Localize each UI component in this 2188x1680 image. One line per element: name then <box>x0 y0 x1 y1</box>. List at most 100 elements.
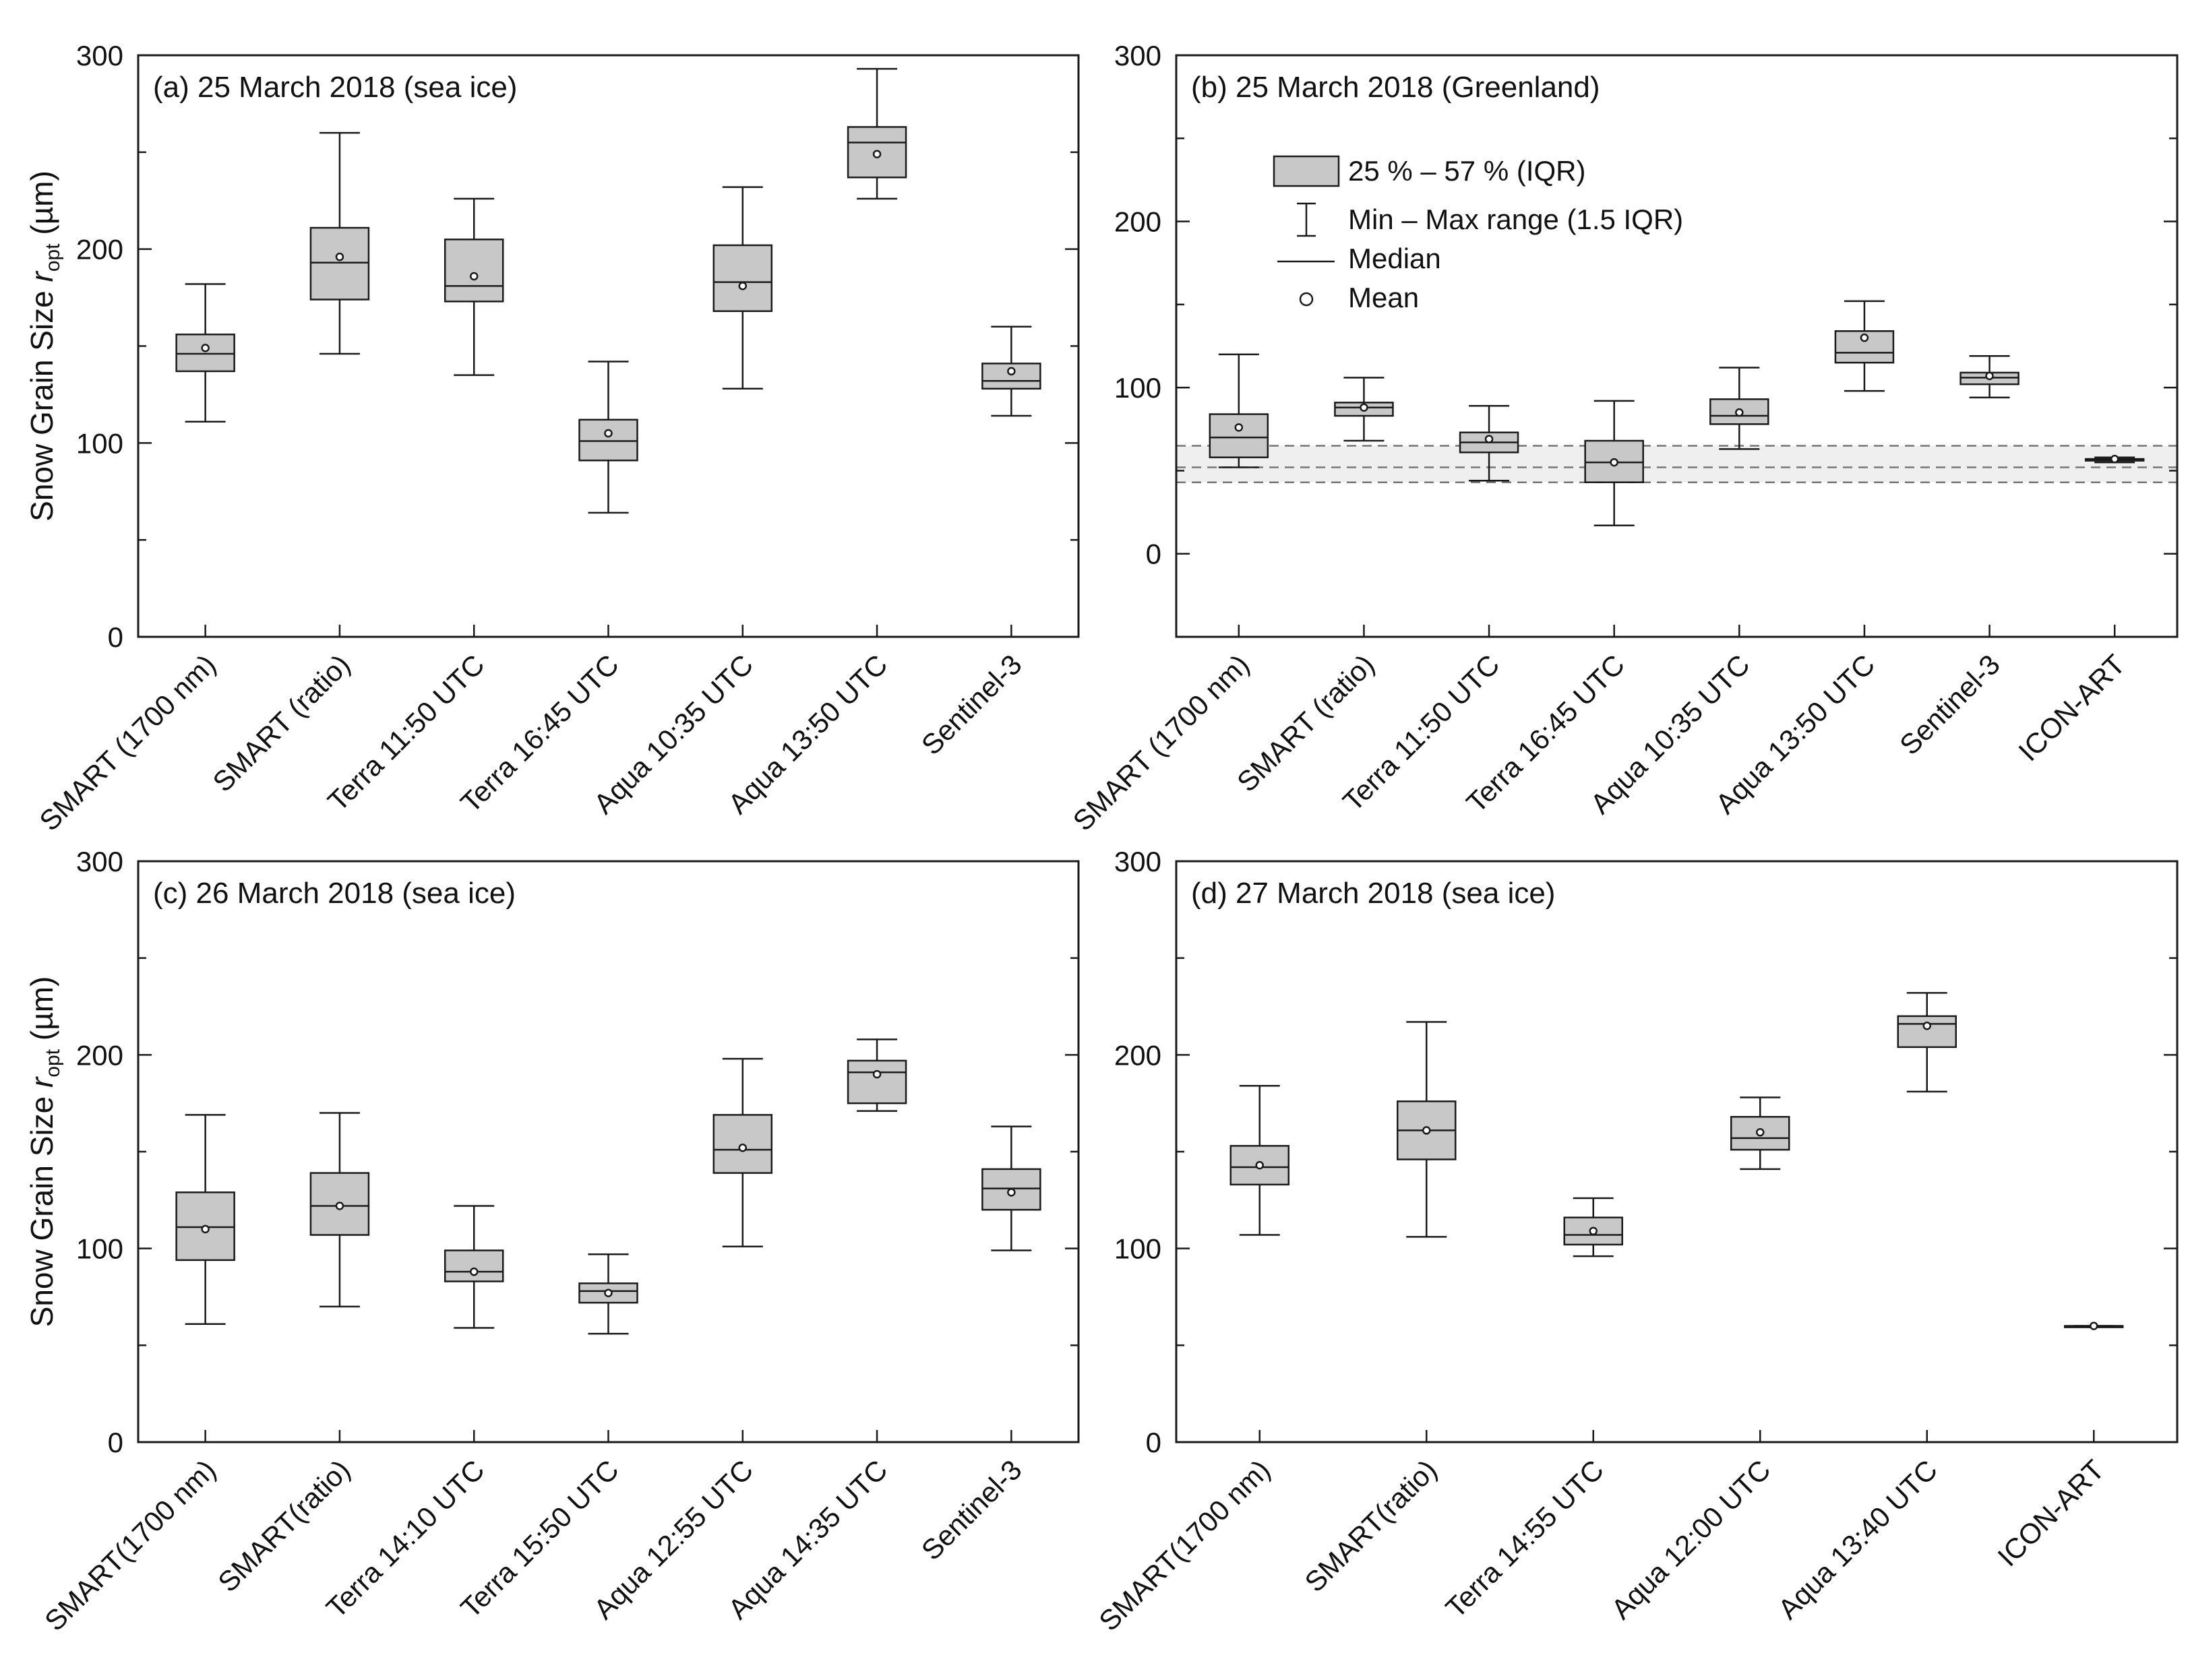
iqr-box <box>1209 413 1269 458</box>
mean-marker <box>1007 1188 1016 1197</box>
box-item <box>2084 454 2145 464</box>
category-label: Aqua 13:40 UTC <box>1772 1454 1943 1625</box>
iqr-box <box>578 418 638 462</box>
iqr-box <box>1897 1015 1957 1049</box>
iqr-box <box>175 333 235 373</box>
y-tick-label: 100 <box>1114 1233 1161 1265</box>
iqr-box <box>444 1249 504 1282</box>
box-item <box>1229 1085 1289 1236</box>
box-item <box>1459 405 1519 482</box>
mean-marker <box>1985 371 1994 381</box>
y-tick-label: 300 <box>1114 846 1161 877</box>
category-label: SMART(1700 nm) <box>1093 1454 1276 1637</box>
box-item <box>2064 1321 2124 1330</box>
box-item <box>712 1057 773 1248</box>
mean-marker <box>604 429 613 438</box>
category-label: Aqua 12:00 UTC <box>1605 1454 1776 1625</box>
mean-marker <box>2090 1321 2098 1330</box>
mean-marker <box>1007 367 1016 376</box>
iqr-box <box>444 239 504 303</box>
category-label: Sentinel-3 <box>915 648 1028 761</box>
category-label: ICON-ART <box>1991 1454 2110 1572</box>
box-item <box>1730 1096 1790 1171</box>
y-tick-label: 100 <box>1114 372 1161 404</box>
panel-title: (b) 25 March 2018 (Greenland) <box>1191 71 1600 104</box>
legend-range-label: Min – Max range (1.5 IQR) <box>1348 204 1683 235</box>
mean-marker <box>2110 454 2119 464</box>
mean-marker <box>1360 403 1368 412</box>
box-item <box>1334 377 1394 442</box>
box-item <box>847 67 907 200</box>
box-item <box>578 361 638 514</box>
mean-marker <box>604 1288 613 1298</box>
y-tick-label: 300 <box>76 846 123 877</box>
box-item <box>309 131 370 355</box>
y-axis-label-text: Snow Grain Size <box>24 1088 59 1327</box>
plot-frame <box>137 860 1080 1443</box>
panel-title: (d) 27 March 2018 (sea ice) <box>1191 877 1555 910</box>
box-item <box>1834 300 1895 392</box>
mean-marker <box>1255 1160 1264 1170</box>
panel-title: (a) 25 March 2018 (sea ice) <box>153 71 517 104</box>
mean-marker <box>1756 1128 1765 1137</box>
legend-iqr-swatch <box>1273 155 1340 187</box>
box-item <box>309 1112 370 1308</box>
y-axis-label-subscript: opt <box>42 1049 64 1077</box>
y-axis-label-variable: r <box>24 270 59 282</box>
y-tick-label: 0 <box>108 1427 123 1458</box>
y-axis-label-subscript: opt <box>42 243 64 272</box>
iqr-box <box>309 226 370 301</box>
box-item <box>981 1125 1041 1251</box>
y-tick-label: 200 <box>76 1039 123 1071</box>
box-item <box>175 283 235 423</box>
plot-frame <box>1175 54 2179 638</box>
y-axis-label-variable: r <box>24 1076 59 1088</box>
category-label: SMART(1700 nm) <box>38 1454 222 1637</box>
legend-mean-label: Mean <box>1348 282 1419 313</box>
category-label: SMART(ratio) <box>1298 1454 1442 1598</box>
category-label: ICON-ART <box>2012 648 2131 767</box>
iqr-box <box>712 244 773 312</box>
mean-marker <box>872 1069 882 1079</box>
mean-marker <box>469 272 479 281</box>
mean-marker <box>1735 408 1744 417</box>
category-label: SMART (1700 nm) <box>1066 648 1255 837</box>
mean-marker <box>738 1144 748 1152</box>
box-item <box>1563 1197 1623 1257</box>
iqr-box <box>847 1059 907 1105</box>
box-item <box>1584 400 1644 527</box>
y-axis-label: Snow Grain Size ropt (µm) <box>24 170 64 522</box>
box-item <box>1897 992 1957 1093</box>
mean-marker <box>1484 435 1494 443</box>
box-item <box>1709 367 1769 450</box>
mean-marker <box>1860 333 1869 342</box>
mean-marker <box>201 1224 210 1234</box>
y-axis-label: Snow Grain Size ropt (µm) <box>24 976 64 1328</box>
y-tick-label: 200 <box>1114 1039 1161 1071</box>
plot-frame <box>137 54 1080 638</box>
box-item <box>444 1205 504 1329</box>
box-item <box>712 186 773 390</box>
mean-marker <box>335 252 344 261</box>
box-item <box>847 1038 907 1112</box>
y-tick-label: 0 <box>108 621 123 653</box>
y-tick-label: 300 <box>76 40 123 71</box>
box-item <box>1209 353 1269 468</box>
box-item <box>444 197 504 376</box>
panel-title: (c) 26 March 2018 (sea ice) <box>153 877 516 910</box>
box-item <box>175 1114 235 1325</box>
mean-marker <box>469 1267 479 1276</box>
y-tick-label: 200 <box>76 234 123 266</box>
mean-marker <box>1610 458 1618 467</box>
mean-marker <box>1422 1126 1431 1135</box>
y-tick-label: 200 <box>1114 206 1161 238</box>
box-item <box>981 325 1041 417</box>
legend-median-label: Median <box>1348 243 1441 274</box>
y-tick-label: 100 <box>76 1233 123 1265</box>
mean-marker <box>201 344 210 352</box>
mean-marker <box>1589 1226 1598 1236</box>
